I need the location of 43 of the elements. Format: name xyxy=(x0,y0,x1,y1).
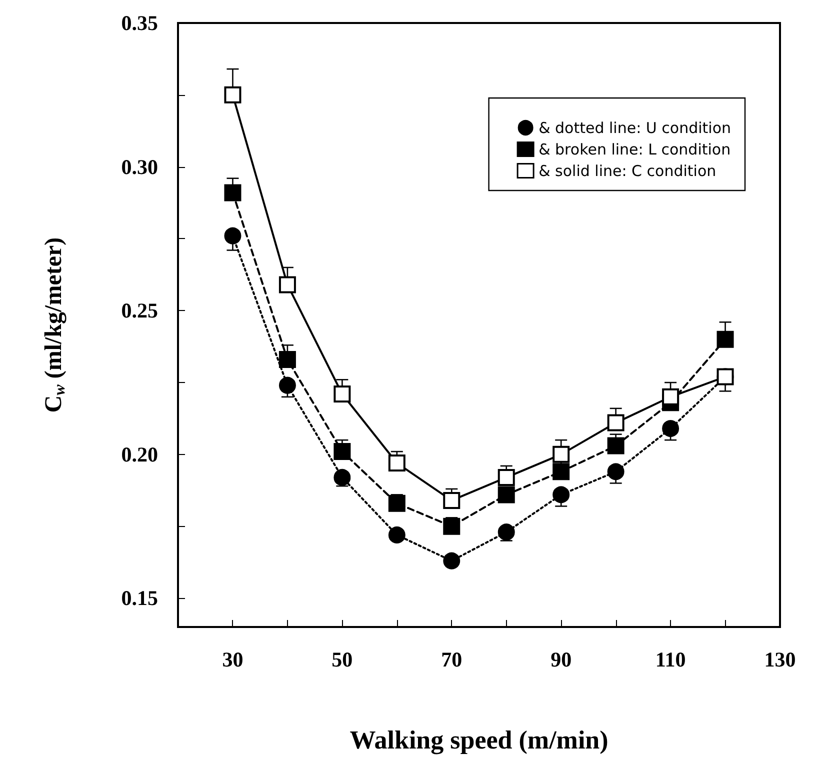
legend-label: & dotted line: U condition xyxy=(538,118,731,137)
point xyxy=(388,494,406,512)
y-tick-label: 0.20 xyxy=(121,442,158,466)
y-tick-label: 0.30 xyxy=(121,154,158,179)
point xyxy=(443,518,460,535)
point xyxy=(278,376,296,394)
point xyxy=(278,276,296,294)
point xyxy=(334,443,351,460)
point xyxy=(498,468,515,486)
point xyxy=(552,486,570,504)
y-axis-title: Cw (ml/kg/meter) xyxy=(41,237,68,413)
point xyxy=(607,437,624,454)
y-tick-label: 0.35 xyxy=(121,11,158,35)
point xyxy=(498,486,515,504)
point xyxy=(388,526,406,544)
x-tick-label: 30 xyxy=(222,648,244,672)
point xyxy=(662,388,680,406)
point xyxy=(334,468,351,486)
point xyxy=(662,420,680,438)
x-tick-label: 70 xyxy=(441,648,462,672)
point xyxy=(443,492,460,509)
point xyxy=(224,227,242,244)
point xyxy=(607,414,624,432)
point xyxy=(716,330,734,348)
point xyxy=(552,446,570,463)
x-tick-label: 110 xyxy=(655,648,686,672)
y-tick-label: 0.15 xyxy=(121,586,158,610)
point xyxy=(224,184,242,202)
point xyxy=(607,463,624,480)
point xyxy=(498,524,515,541)
x-tick-label: 130 xyxy=(764,648,796,672)
point xyxy=(278,351,296,368)
point xyxy=(388,454,406,472)
point xyxy=(224,86,242,104)
x-tick-label: 90 xyxy=(550,648,572,672)
x-tick-label: 50 xyxy=(332,648,353,672)
y-tick-label: 0.25 xyxy=(121,298,158,323)
x-axis-title: Walking speed (m/min) xyxy=(350,726,608,754)
point xyxy=(334,386,351,403)
point xyxy=(443,552,460,570)
legend-label: & solid line: C condition xyxy=(538,162,716,180)
point xyxy=(552,463,570,480)
legend-label: & broken line: L condition xyxy=(538,140,731,158)
